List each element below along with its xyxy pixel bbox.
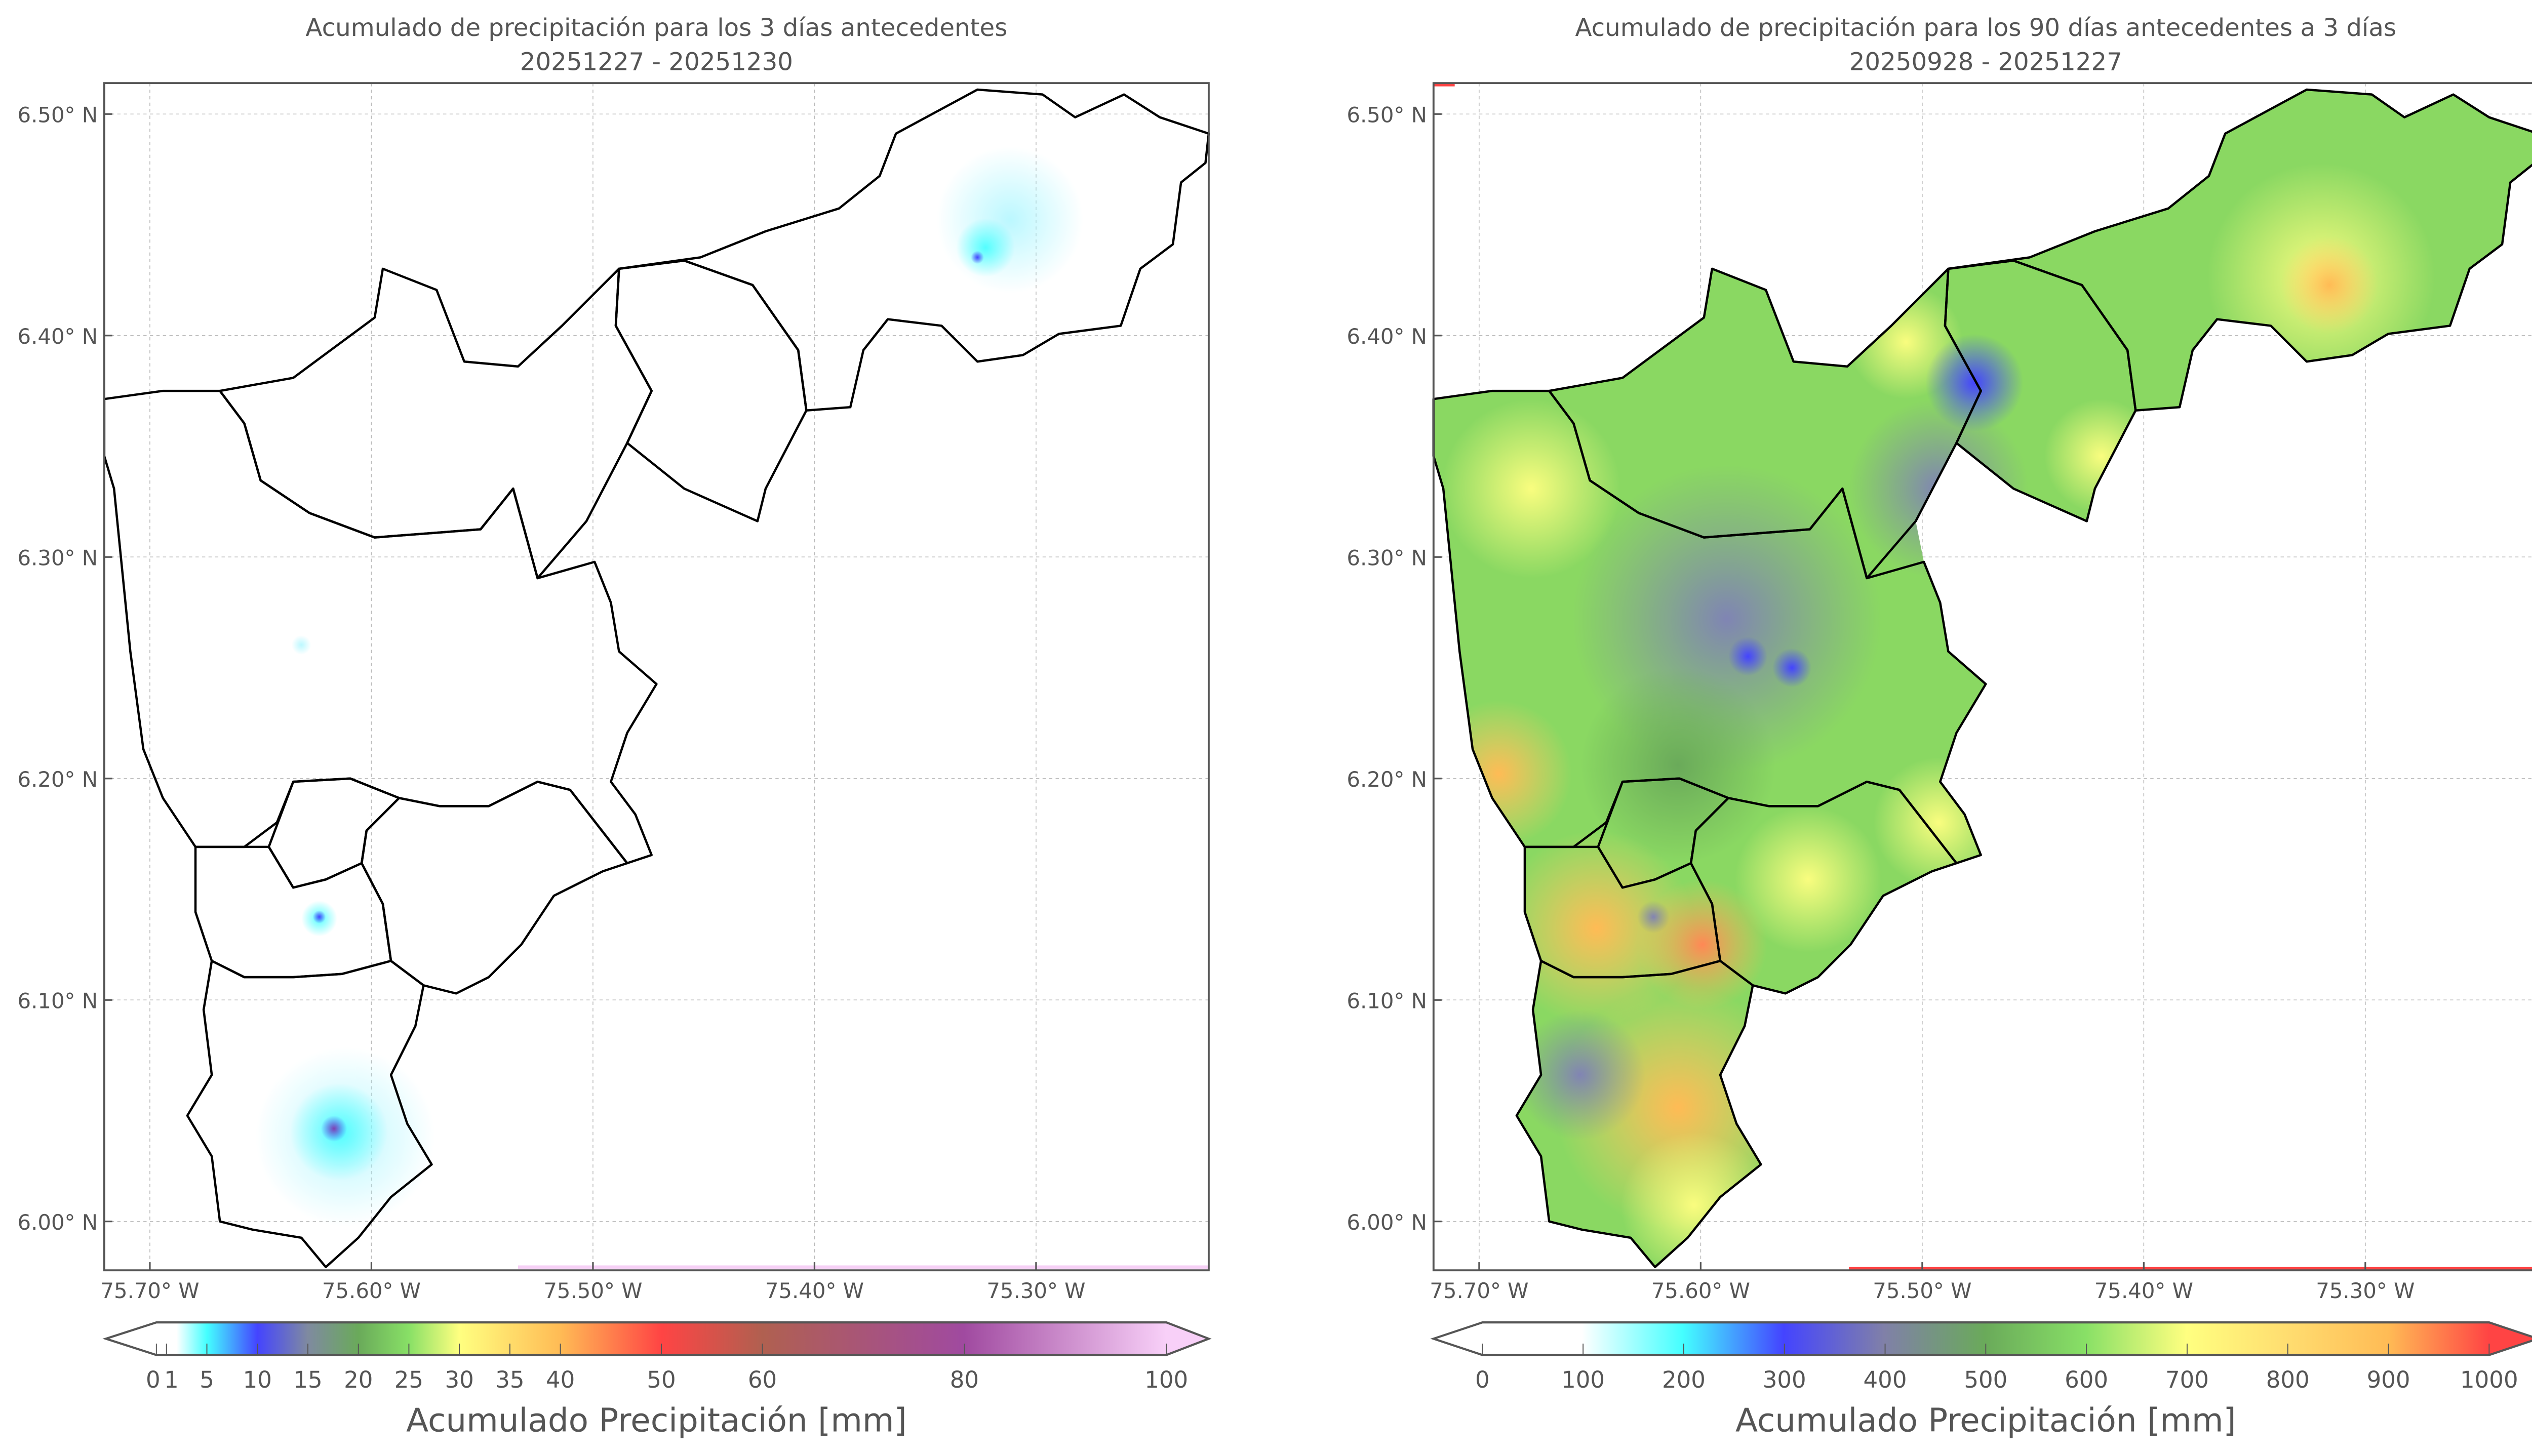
left-axes-frame: [103, 82, 1210, 1272]
x-tick-label: 75.30° W: [2316, 1278, 2415, 1303]
x-tick-label: 75.70° W: [1430, 1278, 1528, 1303]
left-subtitle: 20251227 - 20251230: [520, 48, 793, 76]
colorbar-tick-label: 400: [1864, 1366, 1907, 1393]
precip-blob: [1849, 399, 2028, 579]
x-tick-label: 75.40° W: [765, 1278, 864, 1303]
right-map-panel: Acumulado de precipitación para los 90 d…: [1347, 14, 2532, 1440]
right-precip-field: [1433, 90, 2532, 1267]
right-title: Acumulado de precipitación para los 90 d…: [1575, 14, 2397, 42]
colorbar-tick-label: 20: [344, 1366, 373, 1393]
left-colorbar-label: Acumulado Precipitación [mm]: [406, 1402, 907, 1440]
y-tick-label: 6.50° N: [1347, 102, 1427, 127]
y-tick-label: 6.00° N: [1347, 1210, 1427, 1235]
colorbar-tick-label: 600: [2065, 1366, 2108, 1393]
precip-blob: [1498, 830, 1694, 1026]
colorbar-tick-label: 100: [1144, 1366, 1188, 1393]
precip-peak: [1637, 879, 1768, 1010]
x-tick-label: 75.40° W: [2094, 1278, 2193, 1303]
y-tick-label: 6.20° N: [1347, 767, 1427, 792]
colorbar-tick-label: 5: [200, 1366, 214, 1393]
right-colorbar-label: Acumulado Precipitación [mm]: [1735, 1402, 2236, 1440]
colorbar-tick-label: 500: [1964, 1366, 2007, 1393]
colorbar-tick-label: 1000: [2460, 1366, 2518, 1393]
left-axis-ticks: 75.70° W 75.60° W 75.50° W 75.40° W 75.30° W…: [17, 102, 1085, 1303]
y-tick-label: 6.20° N: [17, 767, 98, 792]
precip-blob: [1433, 700, 1572, 847]
precip-blob: [1441, 399, 1621, 579]
colorbar-tick-label: 10: [243, 1366, 272, 1393]
left-precip-field: [256, 146, 1084, 1227]
y-tick-label: 6.50° N: [17, 102, 98, 127]
left-title: Acumulado de precipitación para los 3 dí…: [305, 14, 1007, 42]
x-tick-label: 75.70° W: [100, 1278, 199, 1303]
right-axes-frame: [1432, 82, 2532, 1272]
colorbar-tick-label: 30: [445, 1366, 474, 1393]
precip-peak: [321, 1115, 347, 1142]
y-tick-label: 6.10° N: [1347, 988, 1427, 1013]
right-colorbar-bar: [1430, 1321, 2532, 1356]
y-tick-label: 6.40° N: [17, 324, 98, 349]
precip-blob: [1620, 1131, 1768, 1267]
left-colorbar-bar: [102, 1321, 1212, 1356]
y-tick-label: 6.30° N: [1347, 545, 1427, 570]
colorbar-tick-label: 15: [293, 1366, 322, 1393]
colorbar-tick-label: 100: [1561, 1366, 1605, 1393]
left-colorbar: 0 1 5 10 15 20 25 30 35 40 50 60 80 100 Acumulado Pre…: [102, 1321, 1212, 1440]
precip-blob: [291, 635, 311, 655]
precip-blob: [1580, 667, 1776, 863]
right-axis-ticks: 75.70° W 75.60° W 75.50° W 75.40° W 75.30° W…: [1347, 102, 2415, 1303]
colorbar-tick-label: 0: [1475, 1366, 1490, 1393]
colorbar-tick-label: 300: [1763, 1366, 1806, 1393]
colorbar-tick-label: 900: [2367, 1366, 2410, 1393]
y-tick-label: 6.00° N: [17, 1210, 98, 1235]
colorbar-tick-label: 80: [950, 1366, 979, 1393]
colorbar-tick-label: 25: [394, 1366, 423, 1393]
y-tick-label: 6.40° N: [1347, 324, 1427, 349]
colorbar-tick-label: 60: [748, 1366, 777, 1393]
precip-peak: [1772, 648, 1812, 687]
y-tick-label: 6.10° N: [17, 988, 98, 1013]
precip-blob: [1734, 806, 1882, 953]
x-tick-label: 75.60° W: [322, 1278, 421, 1303]
colorbar-tick-label: 800: [2266, 1366, 2310, 1393]
colorbar-tick-label: 35: [495, 1366, 524, 1393]
x-tick-label: 75.50° W: [543, 1278, 642, 1303]
precip-peak: [971, 251, 984, 264]
colorbar-tick-label: 0: [146, 1366, 161, 1393]
x-tick-label: 75.60° W: [1651, 1278, 1750, 1303]
precip-blob: [956, 218, 1015, 277]
colorbar-tick-label: 1: [164, 1366, 179, 1393]
colorbar-tick-label: 700: [2165, 1366, 2209, 1393]
precip-blob: [1515, 1009, 1646, 1140]
right-colorbar: 0 100 200 300 400 500 600 700 800 900 1000 Acumula…: [1430, 1321, 2532, 1440]
precip-peak: [1728, 636, 1768, 676]
y-tick-label: 6.30° N: [17, 545, 98, 570]
precip-blob: [936, 146, 1084, 294]
colorbar-tick-label: 50: [647, 1366, 676, 1393]
colorbar-tick-label: 200: [1662, 1366, 1706, 1393]
x-tick-label: 75.30° W: [986, 1278, 1085, 1303]
x-tick-label: 75.50° W: [1873, 1278, 1971, 1303]
colorbar-tick-label: 40: [546, 1366, 575, 1393]
left-map-panel: Acumulado de precipitación para los 3 dí…: [17, 14, 1212, 1440]
precip-blob: [2280, 236, 2379, 334]
precip-peak: [312, 910, 326, 924]
precip-blob: [2044, 399, 2159, 513]
precip-peak: [1925, 334, 2024, 432]
left-gridlines: [104, 83, 1209, 1271]
right-subtitle: 20250928 - 20251227: [1849, 48, 2122, 76]
precip-blob: [1637, 900, 1670, 934]
